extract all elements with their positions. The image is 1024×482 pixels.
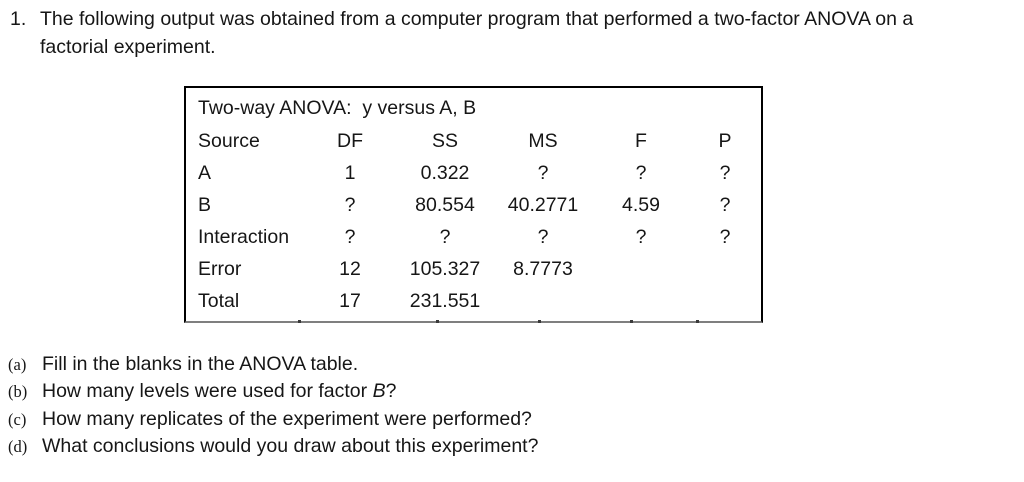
table-row-interaction: Interaction ? ? ? ? ?	[186, 221, 756, 253]
cell-ss: 80.554	[415, 193, 475, 216]
column-tick	[696, 320, 699, 323]
cell-df: ?	[344, 225, 356, 248]
cell-ss: ?	[439, 225, 451, 248]
cell-p: ?	[719, 161, 731, 184]
cell-ms: 8.7773	[513, 257, 573, 280]
column-tick	[630, 320, 633, 323]
question-text: How many levels were used for factor B?	[42, 380, 397, 403]
cell-f: ?	[635, 161, 647, 184]
cell-f	[588, 253, 694, 285]
problem-intro-text: The following output was obtained from a…	[40, 8, 914, 58]
cell-df: 12	[339, 257, 361, 280]
cell-df: 1	[344, 161, 356, 184]
cell-p	[694, 253, 756, 285]
table-row-b: B ? 80.554 40.2771 4.59 ?	[186, 189, 756, 221]
cell-source: Total	[198, 289, 240, 312]
cell-ss: 105.327	[409, 257, 481, 280]
column-tick	[538, 320, 541, 323]
cell-ms: ?	[537, 225, 549, 248]
question-marker: (b)	[8, 382, 28, 402]
question-marker: (d)	[8, 437, 28, 457]
cell-source: A	[198, 161, 212, 184]
cell-df: ?	[344, 193, 356, 216]
col-header-ms: MS	[528, 129, 558, 152]
question-italic-term: B	[372, 380, 386, 403]
col-header-df: DF	[337, 129, 363, 152]
question-marker: (c)	[8, 409, 27, 429]
table-row-error: Error 12 105.327 8.7773	[186, 253, 756, 285]
anova-header-row: Source DF SS MS F P	[186, 125, 756, 157]
cell-source: B	[198, 193, 212, 216]
cell-df: 17	[339, 289, 361, 312]
col-header-p: P	[718, 129, 732, 152]
question-list: (a) Fill in the blanks in the ANOVA tabl…	[8, 353, 538, 463]
cell-f	[588, 285, 694, 317]
anova-output-box: Two-way ANOVA: y versus A, B Source DF S…	[184, 86, 763, 323]
question-text: How many replicates of the experiment we…	[42, 407, 532, 430]
question-text: What conclusions would you draw about th…	[42, 435, 539, 458]
anova-table: Source DF SS MS F P A 1 0.322 ? ? ? B ? …	[186, 125, 756, 317]
cell-ms	[498, 285, 588, 317]
question-b: (b) How many levels were used for factor…	[8, 380, 538, 407]
question-d: (d) What conclusions would you draw abou…	[8, 435, 538, 462]
cell-source: Interaction	[198, 225, 290, 248]
anova-table-title: Two-way ANOVA: y versus A, B	[198, 97, 477, 119]
question-marker: (a)	[8, 355, 27, 374]
cell-ms: ?	[537, 161, 549, 184]
question-a: (a) Fill in the blanks in the ANOVA tabl…	[8, 353, 538, 380]
cell-ms: 40.2771	[507, 193, 579, 216]
col-header-ss: SS	[431, 129, 458, 152]
column-tick	[298, 320, 301, 323]
table-row-total: Total 17 231.551	[186, 285, 756, 317]
question-text: Fill in the blanks in the ANOVA table.	[42, 353, 359, 375]
problem-number: 1.	[10, 8, 27, 30]
cell-p: ?	[719, 193, 731, 216]
col-header-source: Source	[198, 129, 260, 152]
cell-p: ?	[719, 225, 731, 248]
cell-ss: 231.551	[409, 289, 481, 312]
column-tick	[436, 320, 439, 323]
cell-f: ?	[635, 225, 647, 248]
cell-p	[694, 285, 756, 317]
table-row-a: A 1 0.322 ? ? ?	[186, 157, 756, 189]
problem-statement: 1. The following output was obtained fro…	[10, 5, 942, 61]
question-c: (c) How many replicates of the experimen…	[8, 408, 538, 435]
cell-source: Error	[198, 257, 242, 280]
col-header-f: F	[635, 129, 647, 152]
cell-f: 4.59	[622, 193, 660, 216]
cell-ss: 0.322	[420, 161, 470, 184]
